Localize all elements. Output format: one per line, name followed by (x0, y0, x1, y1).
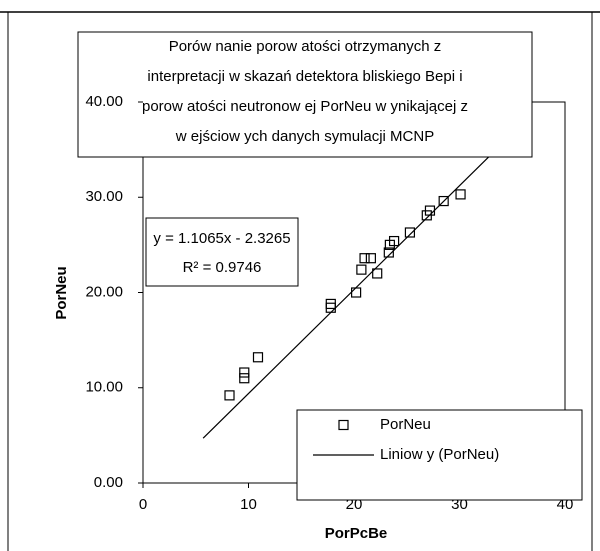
trendline (202, 152, 494, 439)
point (325, 298, 336, 310)
point (252, 352, 264, 363)
y-tick-label: 40.00 (85, 93, 123, 110)
point (359, 253, 370, 264)
point (383, 247, 394, 258)
y-tick-label: 20.00 (85, 283, 123, 300)
title-line: Porów nanie porow atości otrzymanych z (169, 38, 442, 55)
marks (202, 152, 494, 439)
title-line: w ejściow ych danych symulacji MCNP (175, 128, 434, 145)
title-line: porow atości neutronow ej PorNeu w ynika… (142, 98, 468, 115)
legend-marker (338, 419, 349, 431)
title: Porów nanie porow atości otrzymanych z in… (142, 38, 468, 145)
point (365, 253, 376, 264)
point (239, 367, 250, 378)
point (239, 373, 250, 384)
point (438, 195, 449, 207)
point (372, 268, 383, 279)
point (356, 264, 367, 275)
point (388, 235, 400, 247)
title-line: interpretacji w skazań detektora bliskie… (147, 68, 462, 85)
point (455, 189, 466, 200)
x-tick-label: 10 (240, 496, 257, 513)
title-box (77, 31, 533, 158)
y-tick-label: 0.00 (94, 474, 123, 491)
y-tick-label: 30.00 (85, 188, 123, 205)
point (404, 227, 416, 238)
point (224, 390, 235, 401)
y-axis-label: PorNeu (53, 266, 70, 319)
legend-entries: PorNeu Liniow y (PorNeu) (313, 416, 499, 463)
r-squared: R² = 0.9746 (183, 259, 262, 276)
legend-label: PorNeu (380, 416, 431, 433)
y-tick-label: 10.00 (85, 379, 123, 396)
equation-box (145, 217, 299, 287)
equation: y = 1.1065x - 2.3265 (153, 230, 290, 247)
legend-label: Liniow y (PorNeu) (380, 446, 499, 463)
x-tick-label: 0 (139, 496, 147, 513)
point (351, 287, 362, 298)
point (325, 302, 336, 313)
x-axis-label: PorPcBe (325, 525, 388, 542)
